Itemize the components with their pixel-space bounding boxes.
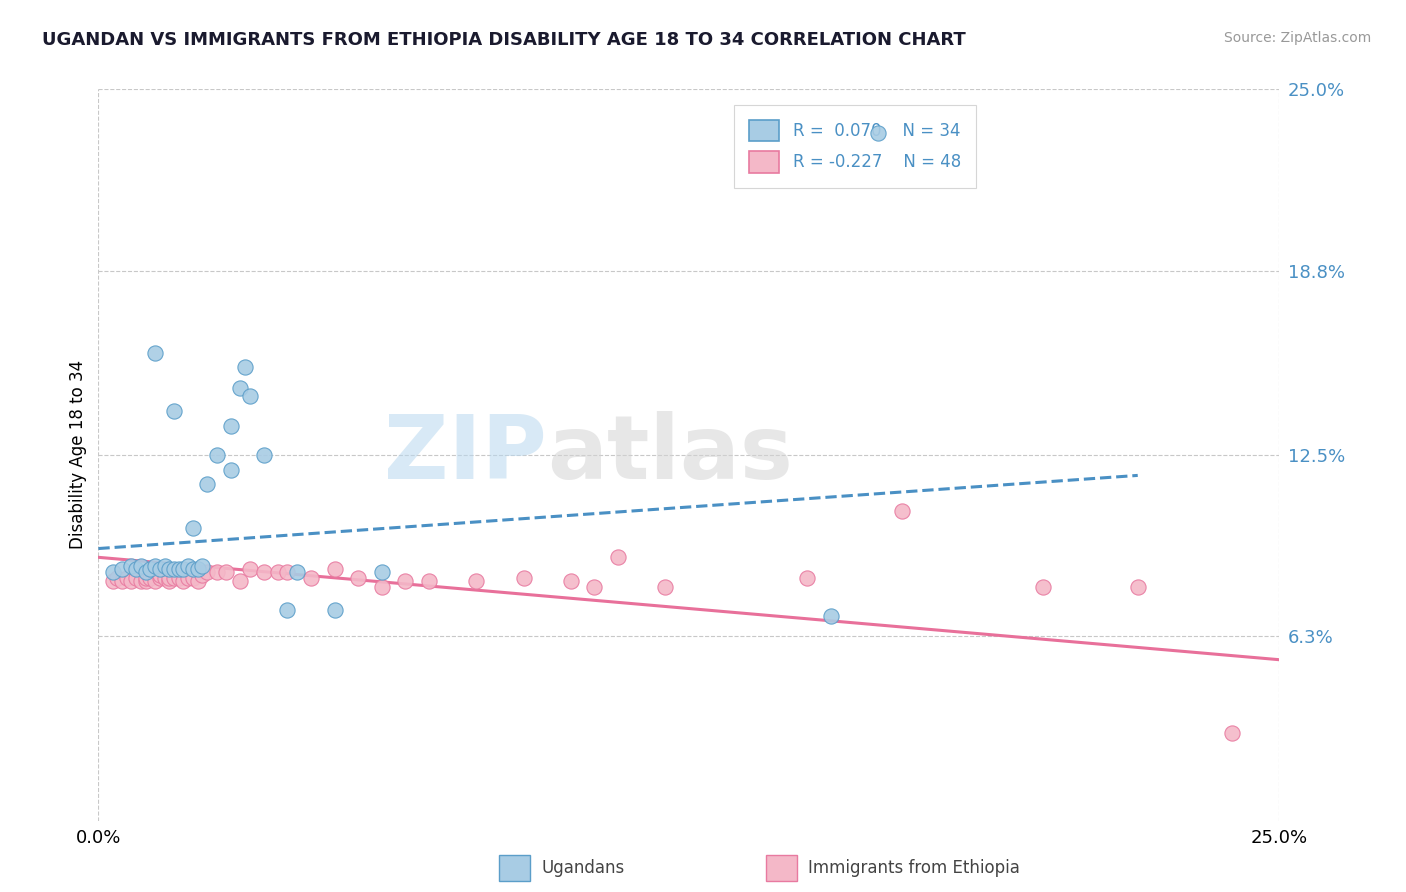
Point — [149, 562, 172, 576]
Point — [1220, 726, 1243, 740]
Point — [163, 404, 186, 418]
Point — [153, 559, 176, 574]
Point — [187, 574, 209, 588]
Point — [187, 562, 209, 576]
Point — [125, 571, 148, 585]
Point — [233, 360, 256, 375]
Point — [371, 580, 394, 594]
Point — [820, 608, 842, 623]
Point — [191, 567, 214, 582]
Point — [139, 571, 162, 585]
Point — [105, 571, 128, 585]
Point — [219, 462, 242, 476]
Point — [135, 571, 157, 585]
Point — [1126, 580, 1149, 594]
Point — [121, 559, 143, 574]
Text: atlas: atlas — [547, 411, 793, 499]
Text: Source: ZipAtlas.com: Source: ZipAtlas.com — [1223, 31, 1371, 45]
Point — [135, 574, 157, 588]
Text: ZIP: ZIP — [384, 411, 547, 499]
Legend: R =  0.070    N = 34, R = -0.227    N = 48: R = 0.070 N = 34, R = -0.227 N = 48 — [734, 105, 976, 187]
Point — [163, 571, 186, 585]
Point — [143, 574, 166, 588]
Point — [205, 448, 228, 462]
Point — [239, 562, 262, 576]
Point — [129, 574, 152, 588]
Point — [285, 565, 308, 579]
Point — [299, 571, 322, 585]
Point — [181, 571, 204, 585]
Point — [215, 565, 238, 579]
Point — [135, 565, 157, 579]
Point — [512, 571, 534, 585]
Y-axis label: Disability Age 18 to 34: Disability Age 18 to 34 — [69, 360, 87, 549]
Point — [157, 562, 180, 576]
Text: Ugandans: Ugandans — [541, 859, 624, 877]
Point — [253, 448, 276, 462]
Point — [654, 580, 676, 594]
Point — [167, 571, 190, 585]
Point — [253, 565, 276, 579]
Point — [101, 574, 124, 588]
Point — [163, 562, 186, 576]
Point — [139, 562, 162, 576]
Point — [149, 571, 172, 585]
Point — [347, 571, 370, 585]
Point — [1032, 580, 1054, 594]
Point — [560, 574, 582, 588]
Point — [157, 571, 180, 585]
Point — [607, 550, 630, 565]
Point — [172, 562, 194, 576]
Point — [181, 562, 204, 576]
Point — [276, 603, 298, 617]
Point — [157, 574, 180, 588]
Point — [121, 574, 143, 588]
Point — [191, 559, 214, 574]
Point — [153, 571, 176, 585]
Text: Immigrants from Ethiopia: Immigrants from Ethiopia — [808, 859, 1021, 877]
Point — [172, 574, 194, 588]
Point — [418, 574, 440, 588]
Point — [796, 571, 818, 585]
Point — [125, 562, 148, 576]
Point — [195, 477, 218, 491]
Point — [177, 571, 200, 585]
Point — [101, 565, 124, 579]
Point — [229, 574, 252, 588]
Point — [195, 565, 218, 579]
Point — [465, 574, 488, 588]
Point — [866, 126, 889, 140]
Point — [149, 567, 172, 582]
Point — [239, 389, 262, 403]
Point — [371, 565, 394, 579]
Point — [890, 503, 912, 517]
Point — [583, 580, 606, 594]
Point — [115, 571, 138, 585]
Point — [276, 565, 298, 579]
Point — [167, 562, 190, 576]
Point — [111, 574, 134, 588]
Point — [205, 565, 228, 579]
Point — [111, 562, 134, 576]
Point — [177, 559, 200, 574]
Point — [229, 381, 252, 395]
Point — [394, 574, 416, 588]
Point — [143, 559, 166, 574]
Point — [323, 603, 346, 617]
Point — [219, 418, 242, 433]
Point — [129, 559, 152, 574]
Text: UGANDAN VS IMMIGRANTS FROM ETHIOPIA DISABILITY AGE 18 TO 34 CORRELATION CHART: UGANDAN VS IMMIGRANTS FROM ETHIOPIA DISA… — [42, 31, 966, 49]
Point — [181, 521, 204, 535]
Point — [143, 345, 166, 359]
Point — [323, 562, 346, 576]
Point — [267, 565, 290, 579]
